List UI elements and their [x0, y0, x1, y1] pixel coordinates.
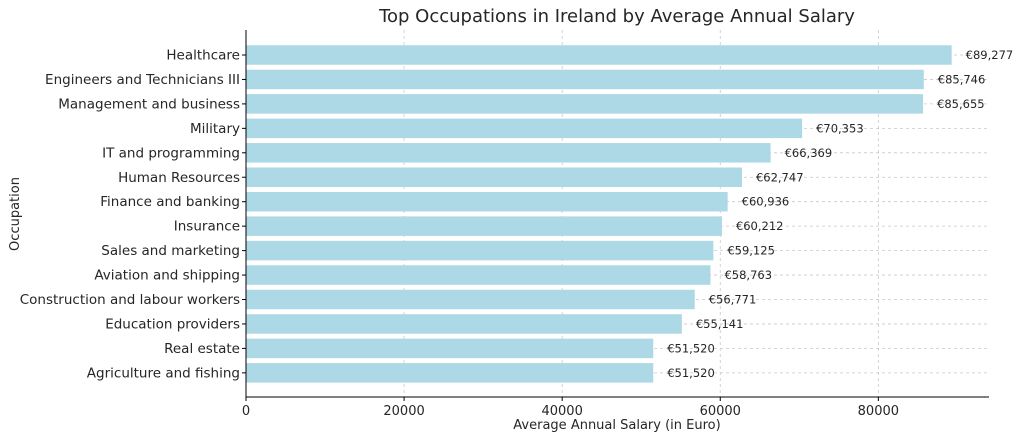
category-label: Human Resources	[118, 170, 240, 186]
data-label: €70,353	[816, 121, 864, 135]
category-label: Construction and labour workers	[20, 292, 240, 308]
y-axis-label: Occupation	[8, 177, 23, 251]
category-label: IT and programming	[102, 145, 240, 161]
data-label: €51,520	[667, 366, 715, 380]
data-label: €55,141	[696, 317, 744, 331]
data-label: €59,125	[727, 244, 775, 258]
data-label: €60,212	[736, 219, 784, 233]
x-axis-label: Average Annual Salary (in Euro)	[513, 418, 720, 433]
bar	[246, 240, 714, 261]
category-label: Finance and banking	[100, 194, 240, 210]
bar	[246, 338, 654, 359]
bar	[246, 216, 722, 236]
data-label: €85,746	[938, 72, 986, 86]
bar	[246, 69, 924, 90]
bar	[246, 45, 952, 65]
data-label: €56,771	[709, 293, 757, 307]
x-tick-label: 80000	[858, 404, 899, 419]
data-label: €60,936	[742, 195, 790, 209]
bar	[246, 289, 695, 310]
category-label: Sales and marketing	[101, 243, 240, 259]
category-label: Healthcare	[166, 48, 240, 64]
data-label: €85,655	[937, 97, 985, 111]
bar	[246, 314, 682, 334]
category-label: Management and business	[58, 96, 240, 112]
category-label: Aviation and shipping	[94, 268, 240, 284]
bar	[246, 265, 711, 285]
data-label: €51,520	[667, 341, 715, 355]
bar	[246, 143, 771, 163]
data-label: €66,369	[785, 146, 833, 160]
x-tick-label: 0	[242, 404, 250, 419]
bar	[246, 191, 728, 212]
bars-layer	[246, 45, 952, 383]
data-label: €62,747	[756, 170, 804, 184]
bar	[246, 363, 654, 383]
axes-layer	[242, 30, 989, 401]
x-tick-label: 60000	[700, 404, 741, 419]
chart-title: Top Occupations in Ireland by Average An…	[378, 6, 855, 27]
category-label: Agriculture and fishing	[87, 365, 240, 381]
x-tick-label: 40000	[541, 404, 582, 419]
data-label: €58,763	[724, 268, 772, 282]
bar	[246, 167, 742, 187]
bar	[246, 94, 924, 114]
category-label: Education providers	[105, 316, 240, 332]
data-label: €89,277	[966, 48, 1014, 62]
bar	[246, 118, 803, 139]
category-label: Insurance	[174, 219, 240, 235]
category-label: Engineers and Technicians III	[45, 72, 240, 88]
x-tick-label: 20000	[383, 404, 424, 419]
category-label: Real estate	[164, 341, 240, 357]
category-label: Military	[190, 121, 240, 137]
labels-layer: 0 20000 40000 60000 80000 Healthcare €89,277 En…	[20, 48, 1013, 420]
